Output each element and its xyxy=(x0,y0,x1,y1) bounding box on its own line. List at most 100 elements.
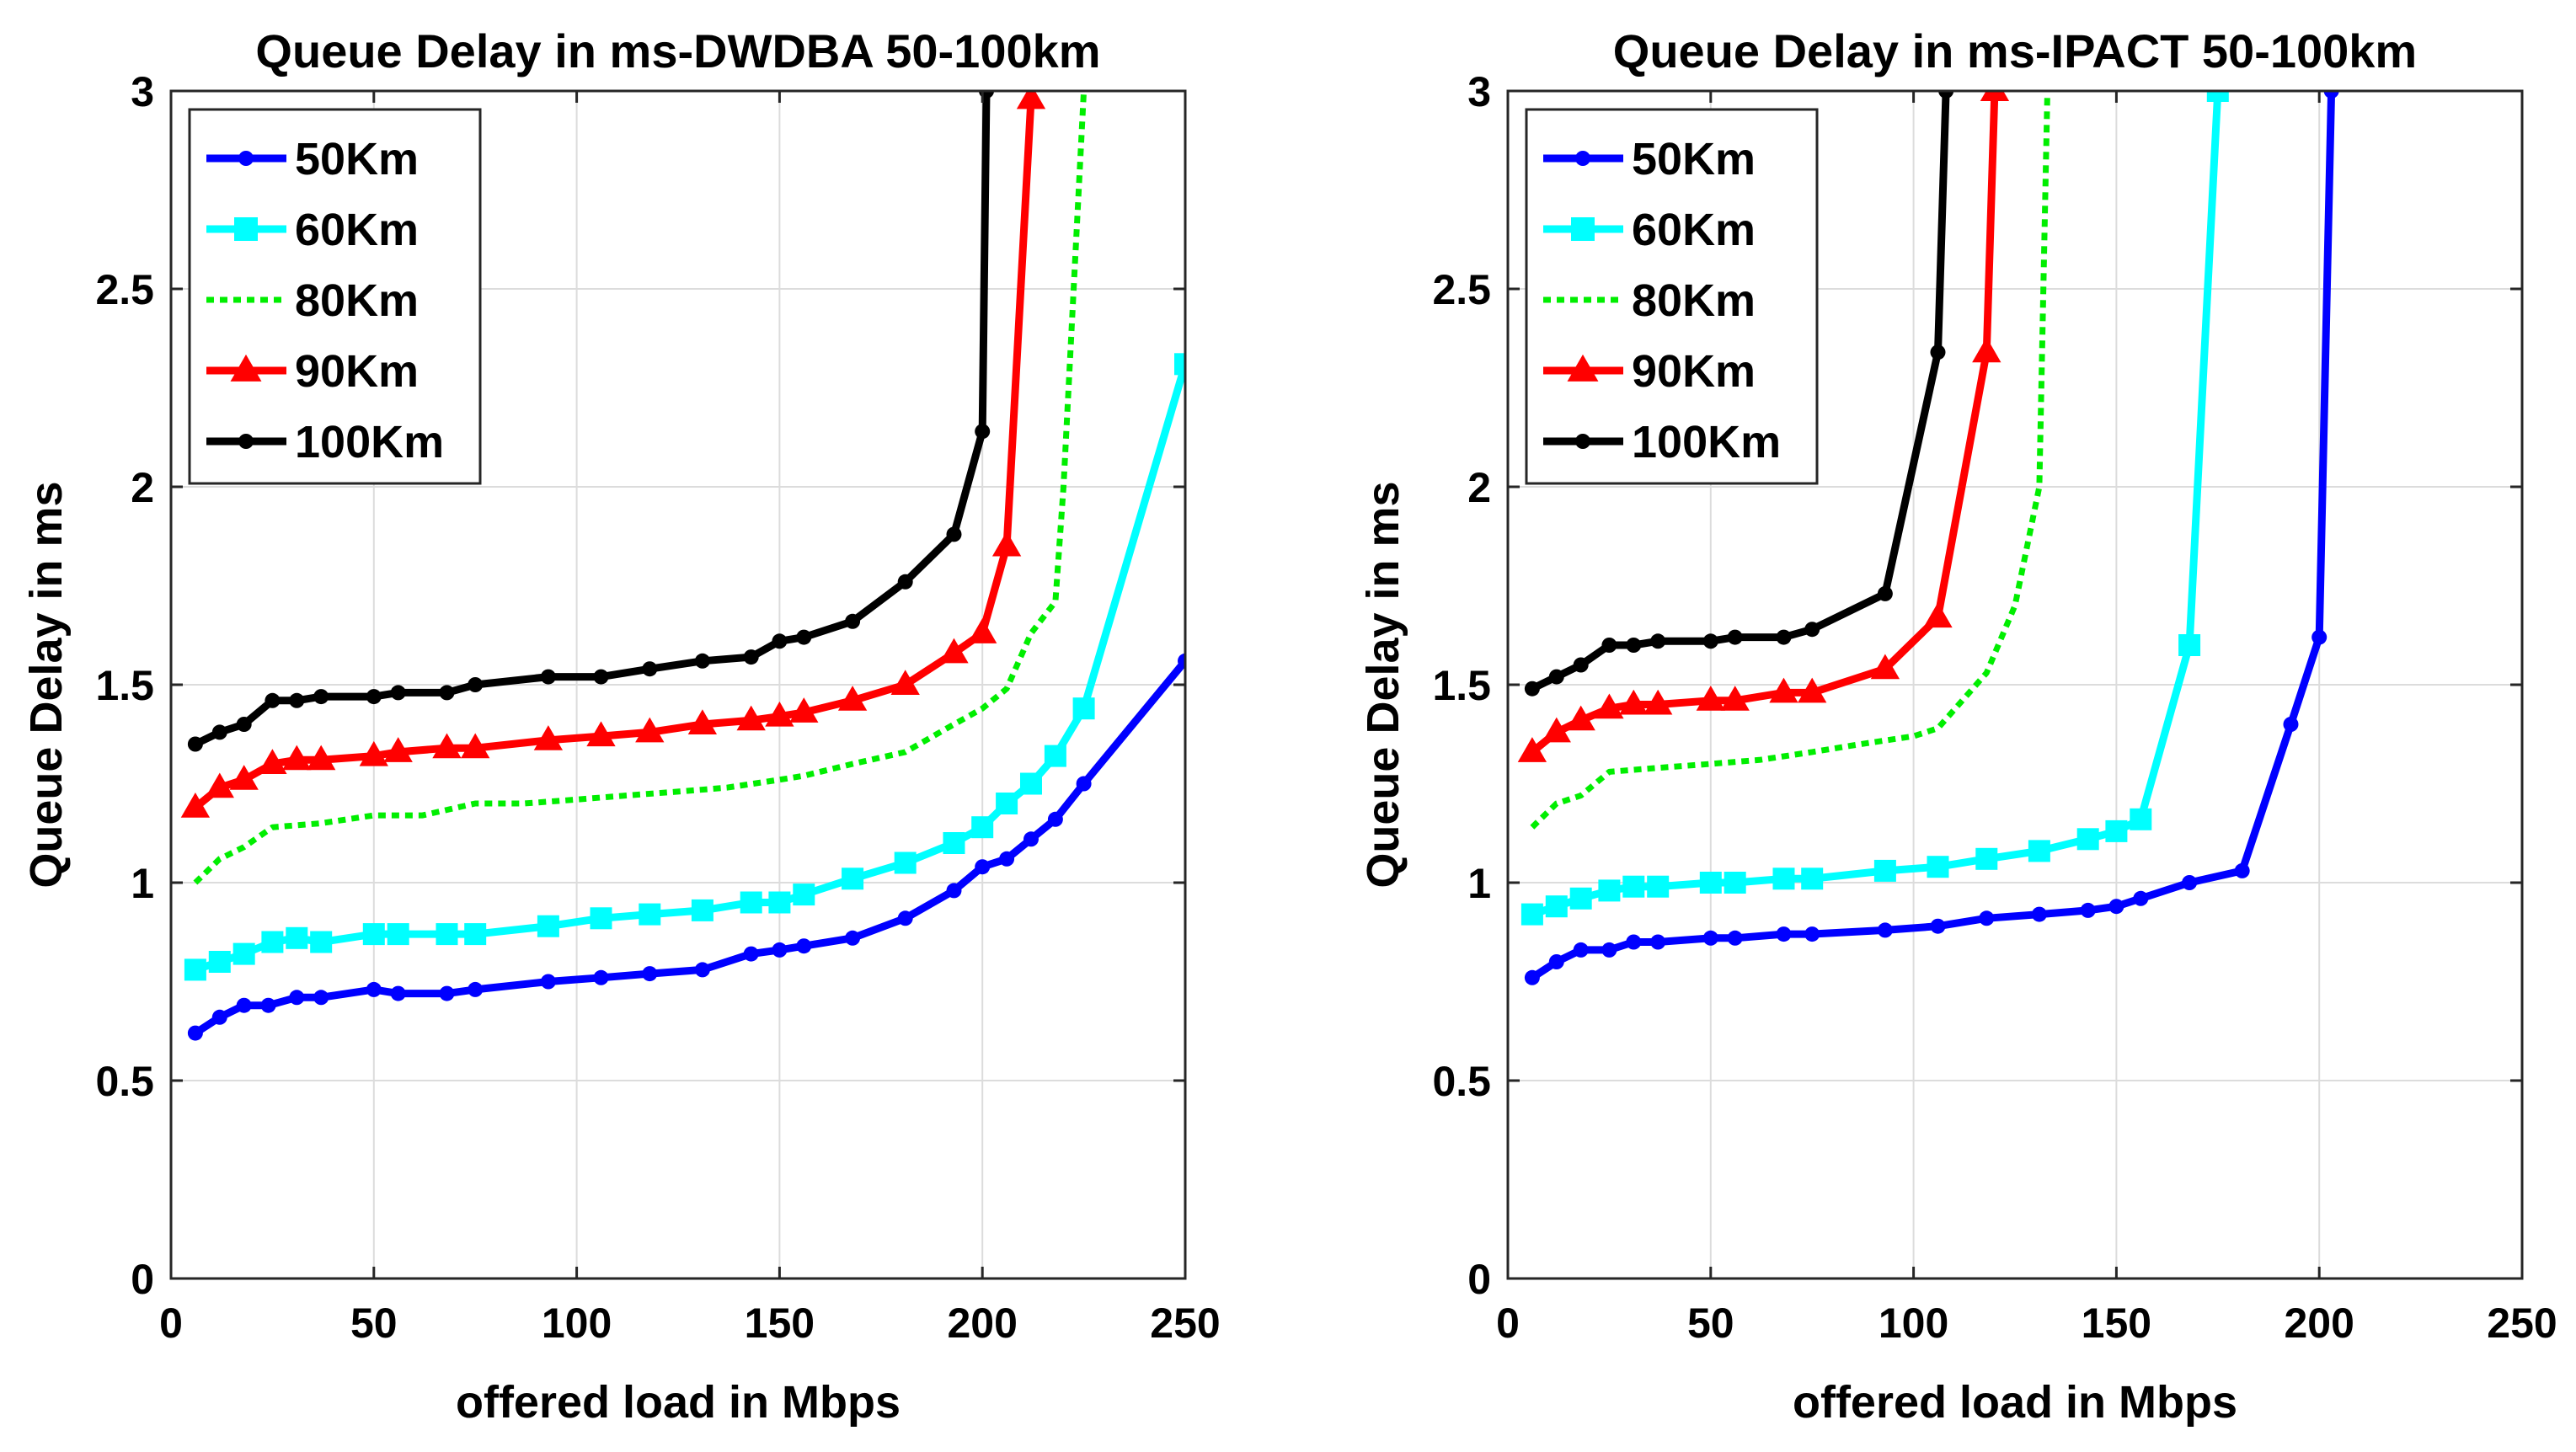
data-point xyxy=(180,792,211,818)
data-point xyxy=(432,733,462,759)
data-point xyxy=(837,686,868,711)
y-tick-label: 2.5 xyxy=(95,266,154,313)
legend-label: 50Km xyxy=(1632,134,1756,184)
series-100Km xyxy=(1524,91,1954,697)
legend-item: 50Km xyxy=(206,134,419,184)
data-point xyxy=(540,669,556,685)
legend-label: 90Km xyxy=(295,346,419,397)
data-point xyxy=(1023,831,1039,847)
data-point xyxy=(796,938,812,954)
legend-label: 60Km xyxy=(295,205,419,255)
series-line xyxy=(1530,91,2336,981)
legend-box xyxy=(1525,108,1819,485)
data-point xyxy=(1643,689,1673,715)
data-point xyxy=(1566,705,1595,731)
data-point xyxy=(439,685,455,701)
legend-item: 80Km xyxy=(206,275,419,326)
data-point xyxy=(1804,622,1820,638)
data-point xyxy=(1076,776,1092,792)
data-point xyxy=(1044,745,1066,767)
data-point xyxy=(1873,859,1896,882)
legend-item: 60Km xyxy=(206,205,419,255)
data-point xyxy=(1619,689,1649,715)
y-tick-label: 0 xyxy=(1467,1256,1491,1303)
data-point xyxy=(999,851,1015,867)
data-point xyxy=(793,883,815,906)
data-point xyxy=(1923,602,1953,628)
data-point xyxy=(743,946,759,962)
data-point xyxy=(1699,872,1722,894)
data-point xyxy=(971,816,994,839)
data-point xyxy=(383,737,413,762)
data-point xyxy=(1979,910,1995,926)
data-point xyxy=(1626,638,1642,653)
data-point xyxy=(2133,890,2149,906)
data-point xyxy=(390,685,406,701)
y-tick-label: 1 xyxy=(131,860,154,907)
data-point xyxy=(842,867,864,890)
data-point xyxy=(187,736,203,752)
data-point xyxy=(1548,954,1564,969)
series-50Km xyxy=(1524,91,2339,985)
data-point xyxy=(1569,887,1592,910)
data-point xyxy=(1798,677,1827,703)
chart-panel-ipact: 0 50 100 150 200 250 0 0.5 1 1.5 2 2.5 3 Queue Delay… xyxy=(1358,24,2557,1428)
y-tick-label: 1.5 xyxy=(1432,662,1491,709)
data-point xyxy=(1647,875,1670,898)
data-point xyxy=(890,670,920,696)
data-point xyxy=(694,962,710,978)
legend-label: 100Km xyxy=(295,417,444,467)
data-point xyxy=(1702,930,1718,946)
data-point xyxy=(461,733,490,759)
x-tick-label: 50 xyxy=(350,1300,398,1347)
plot-area xyxy=(1517,91,2339,985)
series-100Km xyxy=(187,91,995,752)
data-point xyxy=(2130,808,2152,830)
y-axis-label: Queue Delay in ms xyxy=(1358,481,1408,888)
legend-label: 80Km xyxy=(1632,275,1756,326)
y-tick-label: 0 xyxy=(131,1256,154,1303)
data-point xyxy=(1019,772,1042,795)
series-line xyxy=(1530,91,2050,830)
data-point xyxy=(946,883,962,899)
data-point xyxy=(436,923,458,946)
series-60Km xyxy=(184,353,1185,981)
legend-label: 100Km xyxy=(1632,417,1781,467)
legend-marker xyxy=(1575,434,1590,449)
data-point xyxy=(1776,629,1792,645)
data-point xyxy=(968,618,997,643)
data-point xyxy=(537,915,559,937)
legend-item: 100Km xyxy=(1543,417,1781,467)
data-point xyxy=(468,677,484,692)
legend-item: 90Km xyxy=(1543,346,1756,397)
data-point xyxy=(1601,942,1617,958)
chart-title: Queue Delay in ms-IPACT 50-100km xyxy=(1613,24,2417,77)
x-tick-label: 50 xyxy=(1687,1300,1734,1347)
data-point xyxy=(366,981,382,997)
data-point xyxy=(1650,633,1666,649)
data-point xyxy=(687,709,718,735)
data-point xyxy=(590,907,612,930)
data-point xyxy=(1622,875,1645,898)
data-point xyxy=(1573,657,1589,673)
x-tick-label: 250 xyxy=(2487,1300,2557,1347)
data-point xyxy=(187,1025,203,1041)
chart-panel-dwdba: 0 50 100 150 200 250 0 0.5 1 1.5 2 2.5 3 Queue Delay… xyxy=(21,24,1221,1428)
data-point xyxy=(2283,717,2299,732)
data-point xyxy=(1573,942,1589,958)
data-point xyxy=(540,974,556,990)
data-point xyxy=(2080,902,2096,918)
legend-item: 90Km xyxy=(206,346,419,397)
data-point xyxy=(1877,922,1893,938)
data-point xyxy=(1047,811,1063,827)
data-point xyxy=(635,717,665,743)
data-point xyxy=(768,891,791,914)
x-tick-label: 200 xyxy=(2284,1300,2354,1347)
data-point xyxy=(359,740,388,766)
data-point xyxy=(211,724,227,740)
data-point xyxy=(694,653,710,669)
data-point xyxy=(387,923,409,946)
data-point xyxy=(975,859,991,875)
data-point xyxy=(2311,629,2327,645)
